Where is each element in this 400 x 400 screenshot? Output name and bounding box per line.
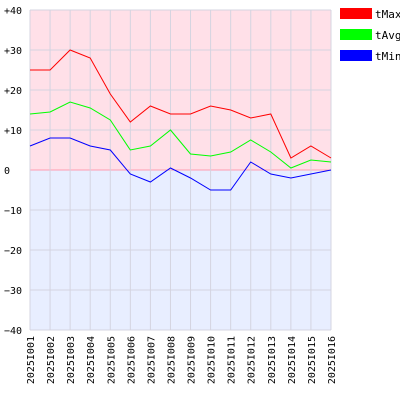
y-tick-label: −10 [4, 206, 22, 217]
x-tick-label: 2025I016 [327, 336, 338, 384]
x-tick-label: 2025I010 [207, 336, 218, 384]
x-tick-label: 2025I002 [46, 336, 57, 384]
x-tick-label: 2025I003 [66, 336, 77, 384]
legend: tMax tAvg tMin [340, 8, 400, 63]
x-tick-label: 2025I006 [126, 336, 137, 384]
legend-swatch-tAvg [340, 29, 372, 40]
x-axis-ticks: 2025I001 2025I002 2025I003 2025I004 2025I005… [26, 336, 338, 384]
x-tick-label: 2025I011 [227, 336, 238, 384]
x-tick-label: 2025I015 [307, 336, 318, 384]
series-tAvg-line [29, 101, 332, 169]
y-tick-label: −30 [4, 286, 22, 297]
legend-swatch-tMin [340, 50, 372, 61]
y-tick-label: +30 [4, 46, 22, 57]
x-tick-label: 2025I004 [86, 336, 97, 384]
legend-label-tAvg: tAvg [375, 29, 400, 42]
y-tick-label: +10 [4, 126, 22, 137]
y-tick-label: +40 [4, 6, 22, 17]
series-tMin-line [29, 137, 332, 191]
x-tick-label: 2025I012 [247, 336, 258, 384]
x-tick-label: 2025I001 [26, 336, 37, 384]
x-tick-label: 2025I008 [166, 336, 177, 384]
legend-label-tMin: tMin [375, 50, 400, 63]
x-tick-label: 2025I009 [187, 336, 198, 384]
x-tick-label: 2025I005 [106, 336, 117, 384]
legend-label-tMax: tMax [375, 8, 400, 21]
y-tick-label: 0 [4, 166, 10, 177]
legend-swatch-tMax [340, 8, 372, 19]
y-tick-label: −40 [4, 326, 22, 337]
series-lines [29, 49, 332, 191]
y-tick-label: −20 [4, 246, 22, 257]
y-tick-label: +20 [4, 86, 22, 97]
x-tick-label: 2025I007 [146, 336, 157, 384]
x-tick-label: 2025I014 [287, 336, 298, 384]
series-tMax-line [30, 49, 332, 159]
x-tick-label: 2025I013 [267, 336, 278, 384]
y-axis-ticks: −40 −30 −20 −10 0 +10 +20 +30 +40 [4, 6, 22, 337]
